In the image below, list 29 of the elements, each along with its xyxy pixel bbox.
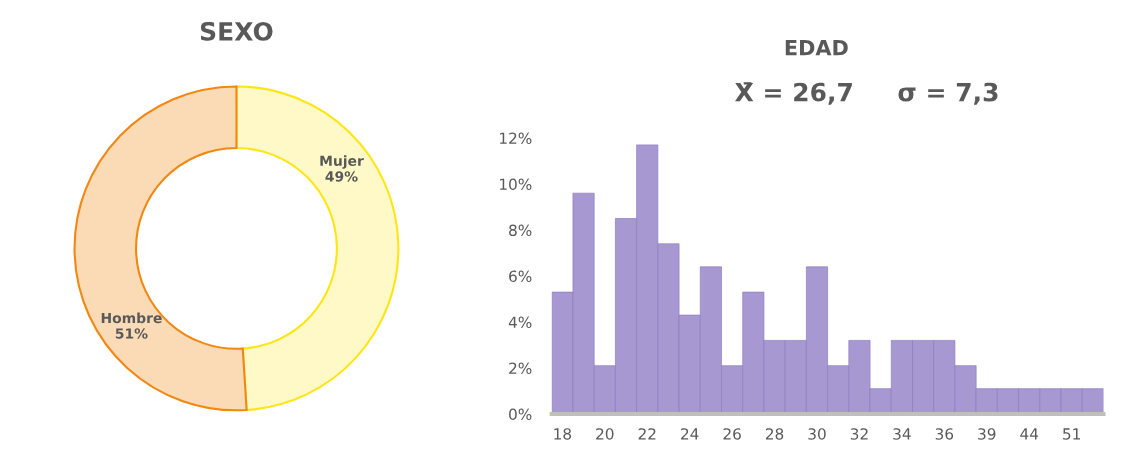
x-tick-label: 20 <box>596 428 614 440</box>
x-tick-label: 24 <box>681 428 699 440</box>
y-tick-label: 2% <box>509 362 532 375</box>
y-tick-label: 10% <box>500 178 532 191</box>
chart-subtitle: X̄ = 26,7 σ = 7,3 <box>735 82 998 105</box>
x-tick-label: 44 <box>1020 428 1039 440</box>
x-tick-label: 32 <box>850 428 868 440</box>
donut-slice <box>73 85 248 412</box>
y-tick-label: 6% <box>509 270 532 283</box>
x-tick-label: 30 <box>808 428 826 440</box>
y-tick-label: 12% <box>500 132 532 145</box>
data-label: 49% <box>325 171 358 182</box>
slice-label: Hombre <box>101 312 162 324</box>
slice-label: Mujer <box>320 155 364 169</box>
x-tick-label: 18 <box>554 428 572 440</box>
y-tick-label: 0% <box>509 408 532 421</box>
x-tick-label: 22 <box>638 428 656 440</box>
x-tick-label: 34 <box>893 428 911 440</box>
x-tick-label: 51 <box>1063 428 1080 440</box>
y-tick-label: 8% <box>509 224 532 237</box>
chart-title: SEXO <box>200 21 273 41</box>
y-tick-label: 4% <box>508 316 532 329</box>
data-label: 51% <box>115 328 148 339</box>
donut-slice <box>235 85 400 412</box>
x-tick-label: 36 <box>935 428 954 440</box>
x-tick-label: 26 <box>723 428 741 440</box>
x-tick-label: 28 <box>765 428 784 440</box>
x-tick-label: 39 <box>978 428 996 440</box>
chart-title: EDAD <box>785 40 848 56</box>
